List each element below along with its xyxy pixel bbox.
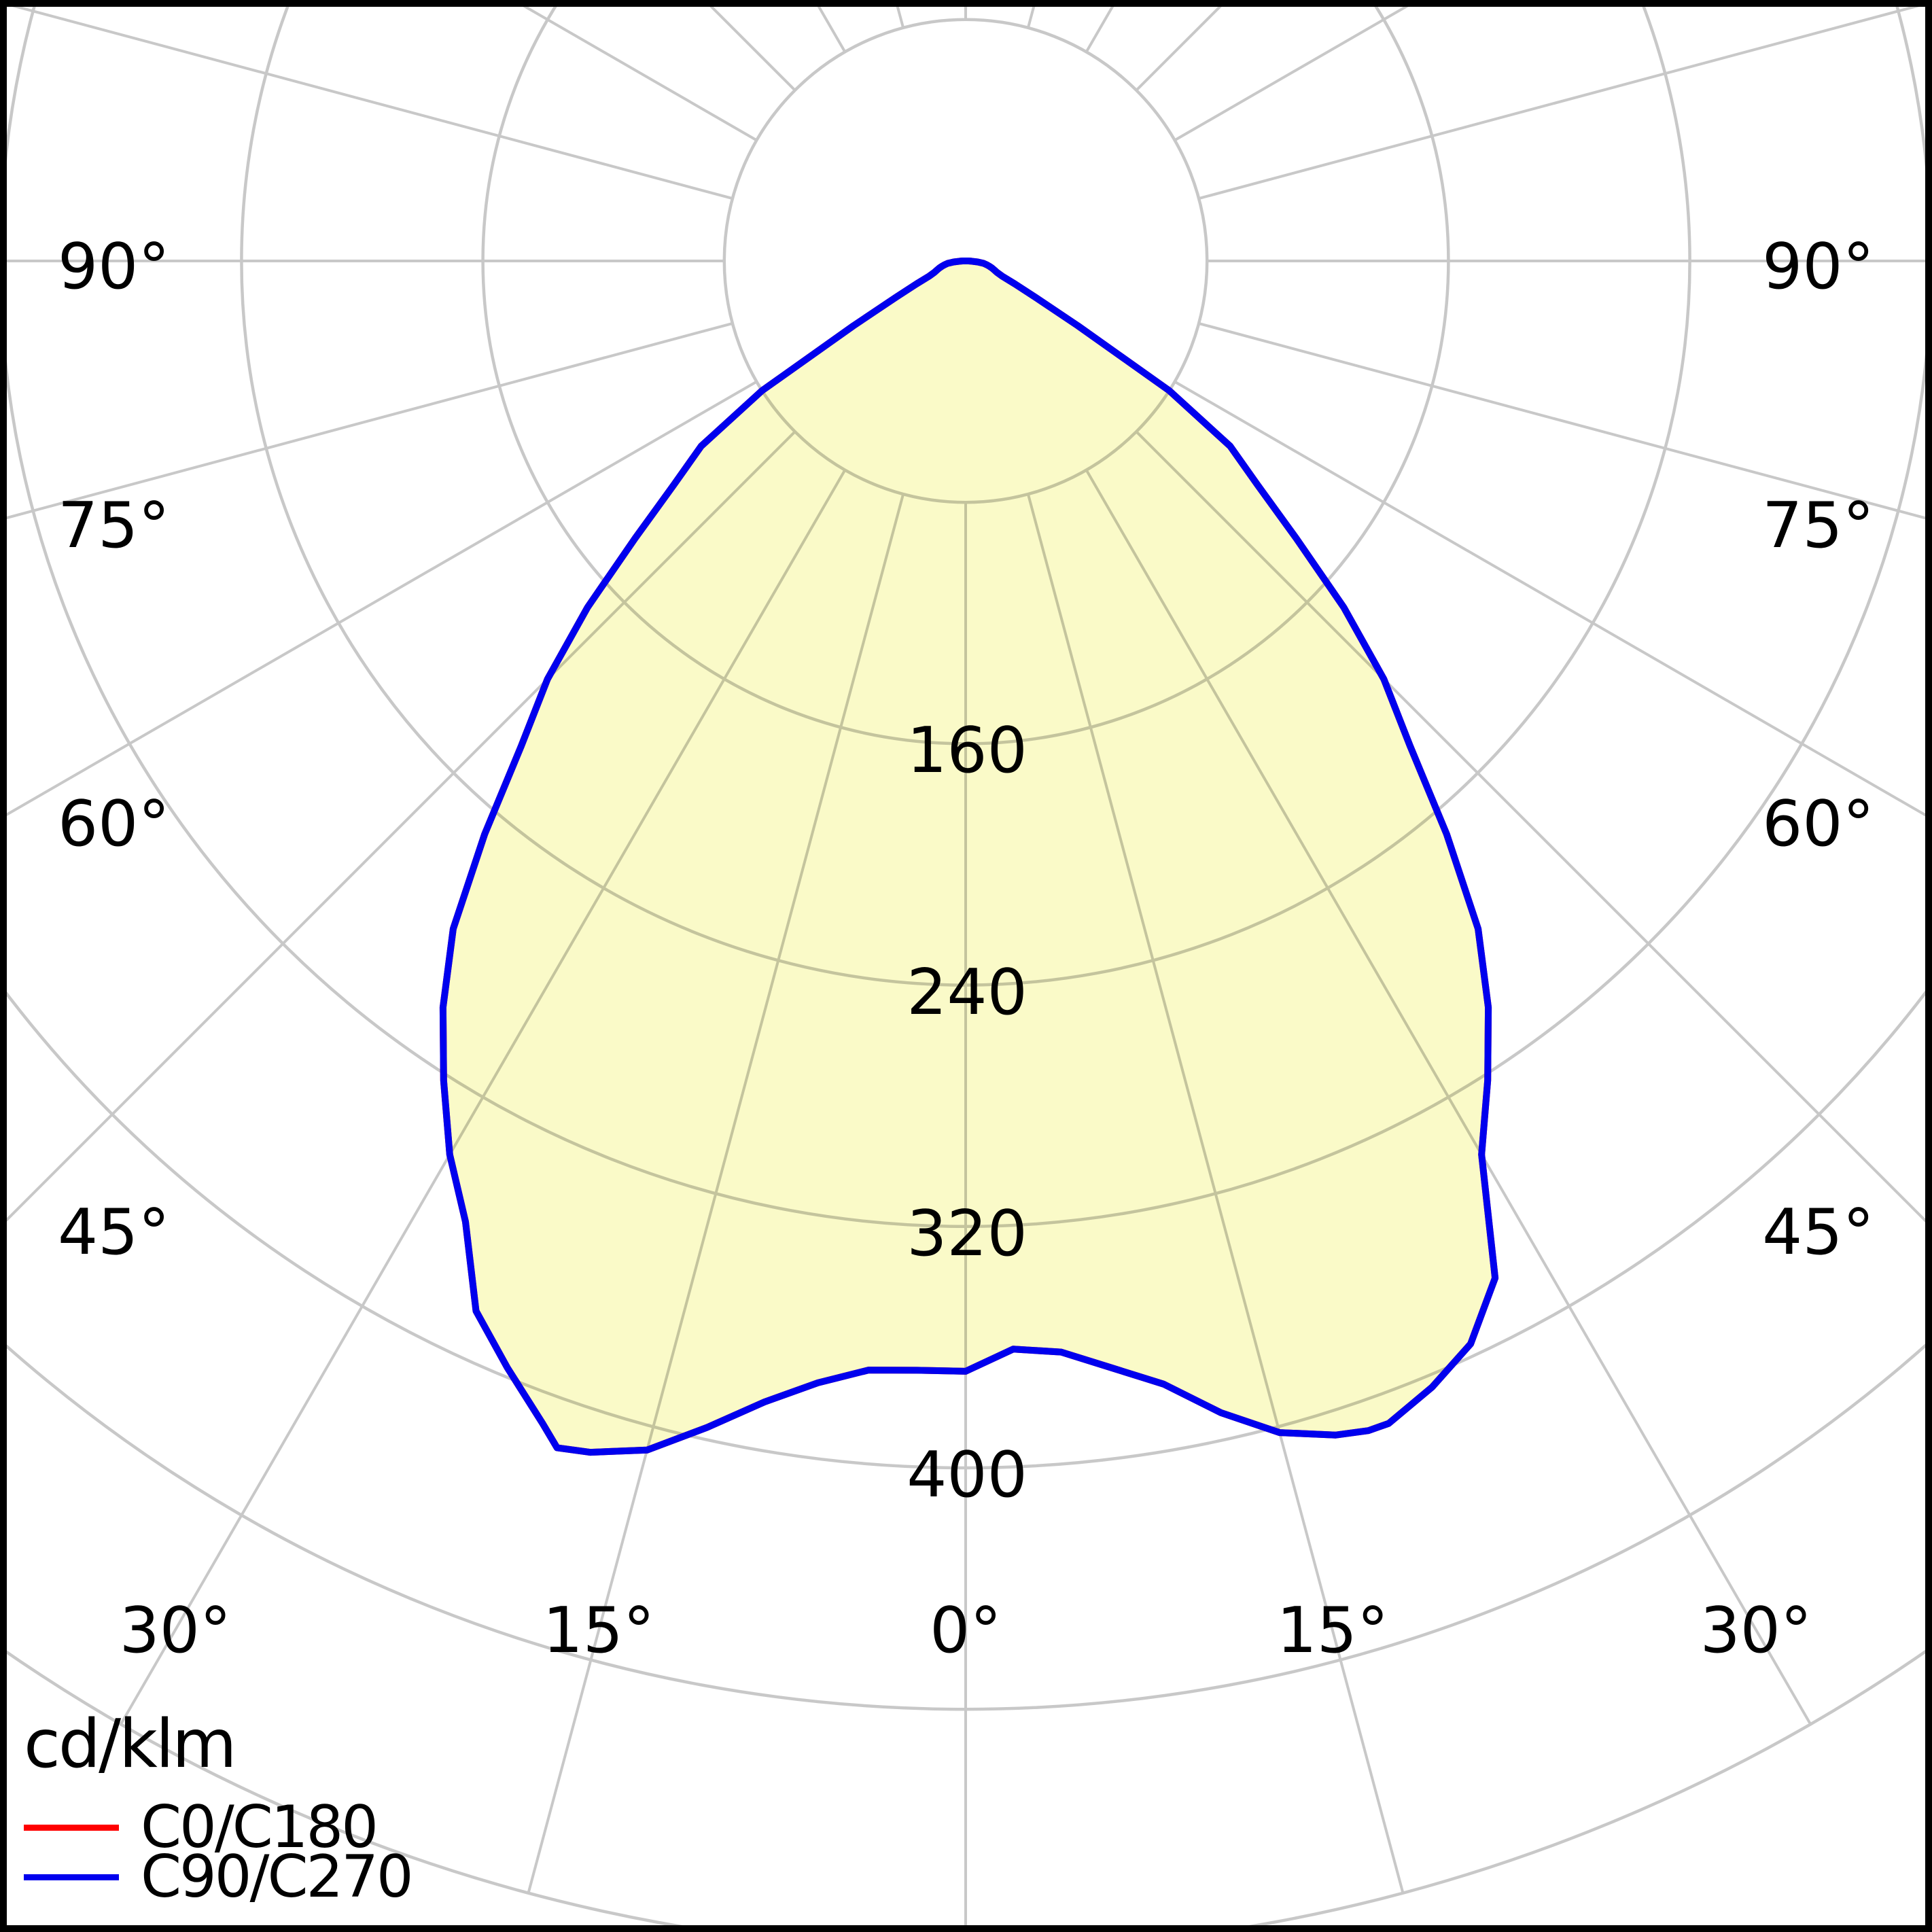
legend-line-swatch-c0-c180 [24,1824,119,1831]
ring-label-400: 400 [907,1438,1028,1511]
ring-label-320: 320 [907,1197,1028,1270]
angle-gridline-105 [1198,0,1932,200]
angle-label-bottom-4: 30° [1700,1594,1812,1667]
intensity-fill-area [442,261,1496,1453]
angle-label-left-60: 60° [58,787,170,860]
ring-label-240: 240 [907,955,1028,1029]
angle-label-left-75: 75° [58,489,170,562]
angle-label-left-45: 45° [58,1195,170,1269]
angle-label-bottom-2: 0° [930,1594,1002,1667]
angle-gridline-240 [510,0,758,142]
angle-gridline-120 [1174,0,1421,142]
angle-label-bottom-3: 15° [1277,1594,1389,1667]
angle-label-right-75: 75° [1762,489,1874,562]
legend-line-swatch-c90-c270 [24,1874,119,1880]
angle-gridline-60 [1174,380,1932,821]
angle-label-right-45: 45° [1762,1195,1874,1269]
curve-c90-c270 [439,258,1499,1456]
legend-item-c90-c270: C90/C270 [24,1843,414,1911]
angle-label-right-60: 60° [1762,787,1874,860]
unit-label: cd/klm [24,1706,237,1783]
angle-gridline-75 [1198,321,1932,522]
legend-item-c0-c180: C0/C180 [24,1793,379,1861]
angle-label-bottom-1: 15° [543,1594,655,1667]
angle-gridline-255 [0,1,733,200]
legend-label-c90-c270: C90/C270 [141,1843,414,1911]
angle-gridline-300 [0,380,758,820]
angle-label-left-90: 90° [58,230,170,303]
angle-gridline-285 [0,321,733,521]
angle-label-right-90: 90° [1762,230,1874,303]
angle-label-bottom-0: 30° [120,1594,232,1667]
ring-label-160: 160 [907,714,1028,787]
legend-label-c0-c180: C0/C180 [141,1793,379,1861]
